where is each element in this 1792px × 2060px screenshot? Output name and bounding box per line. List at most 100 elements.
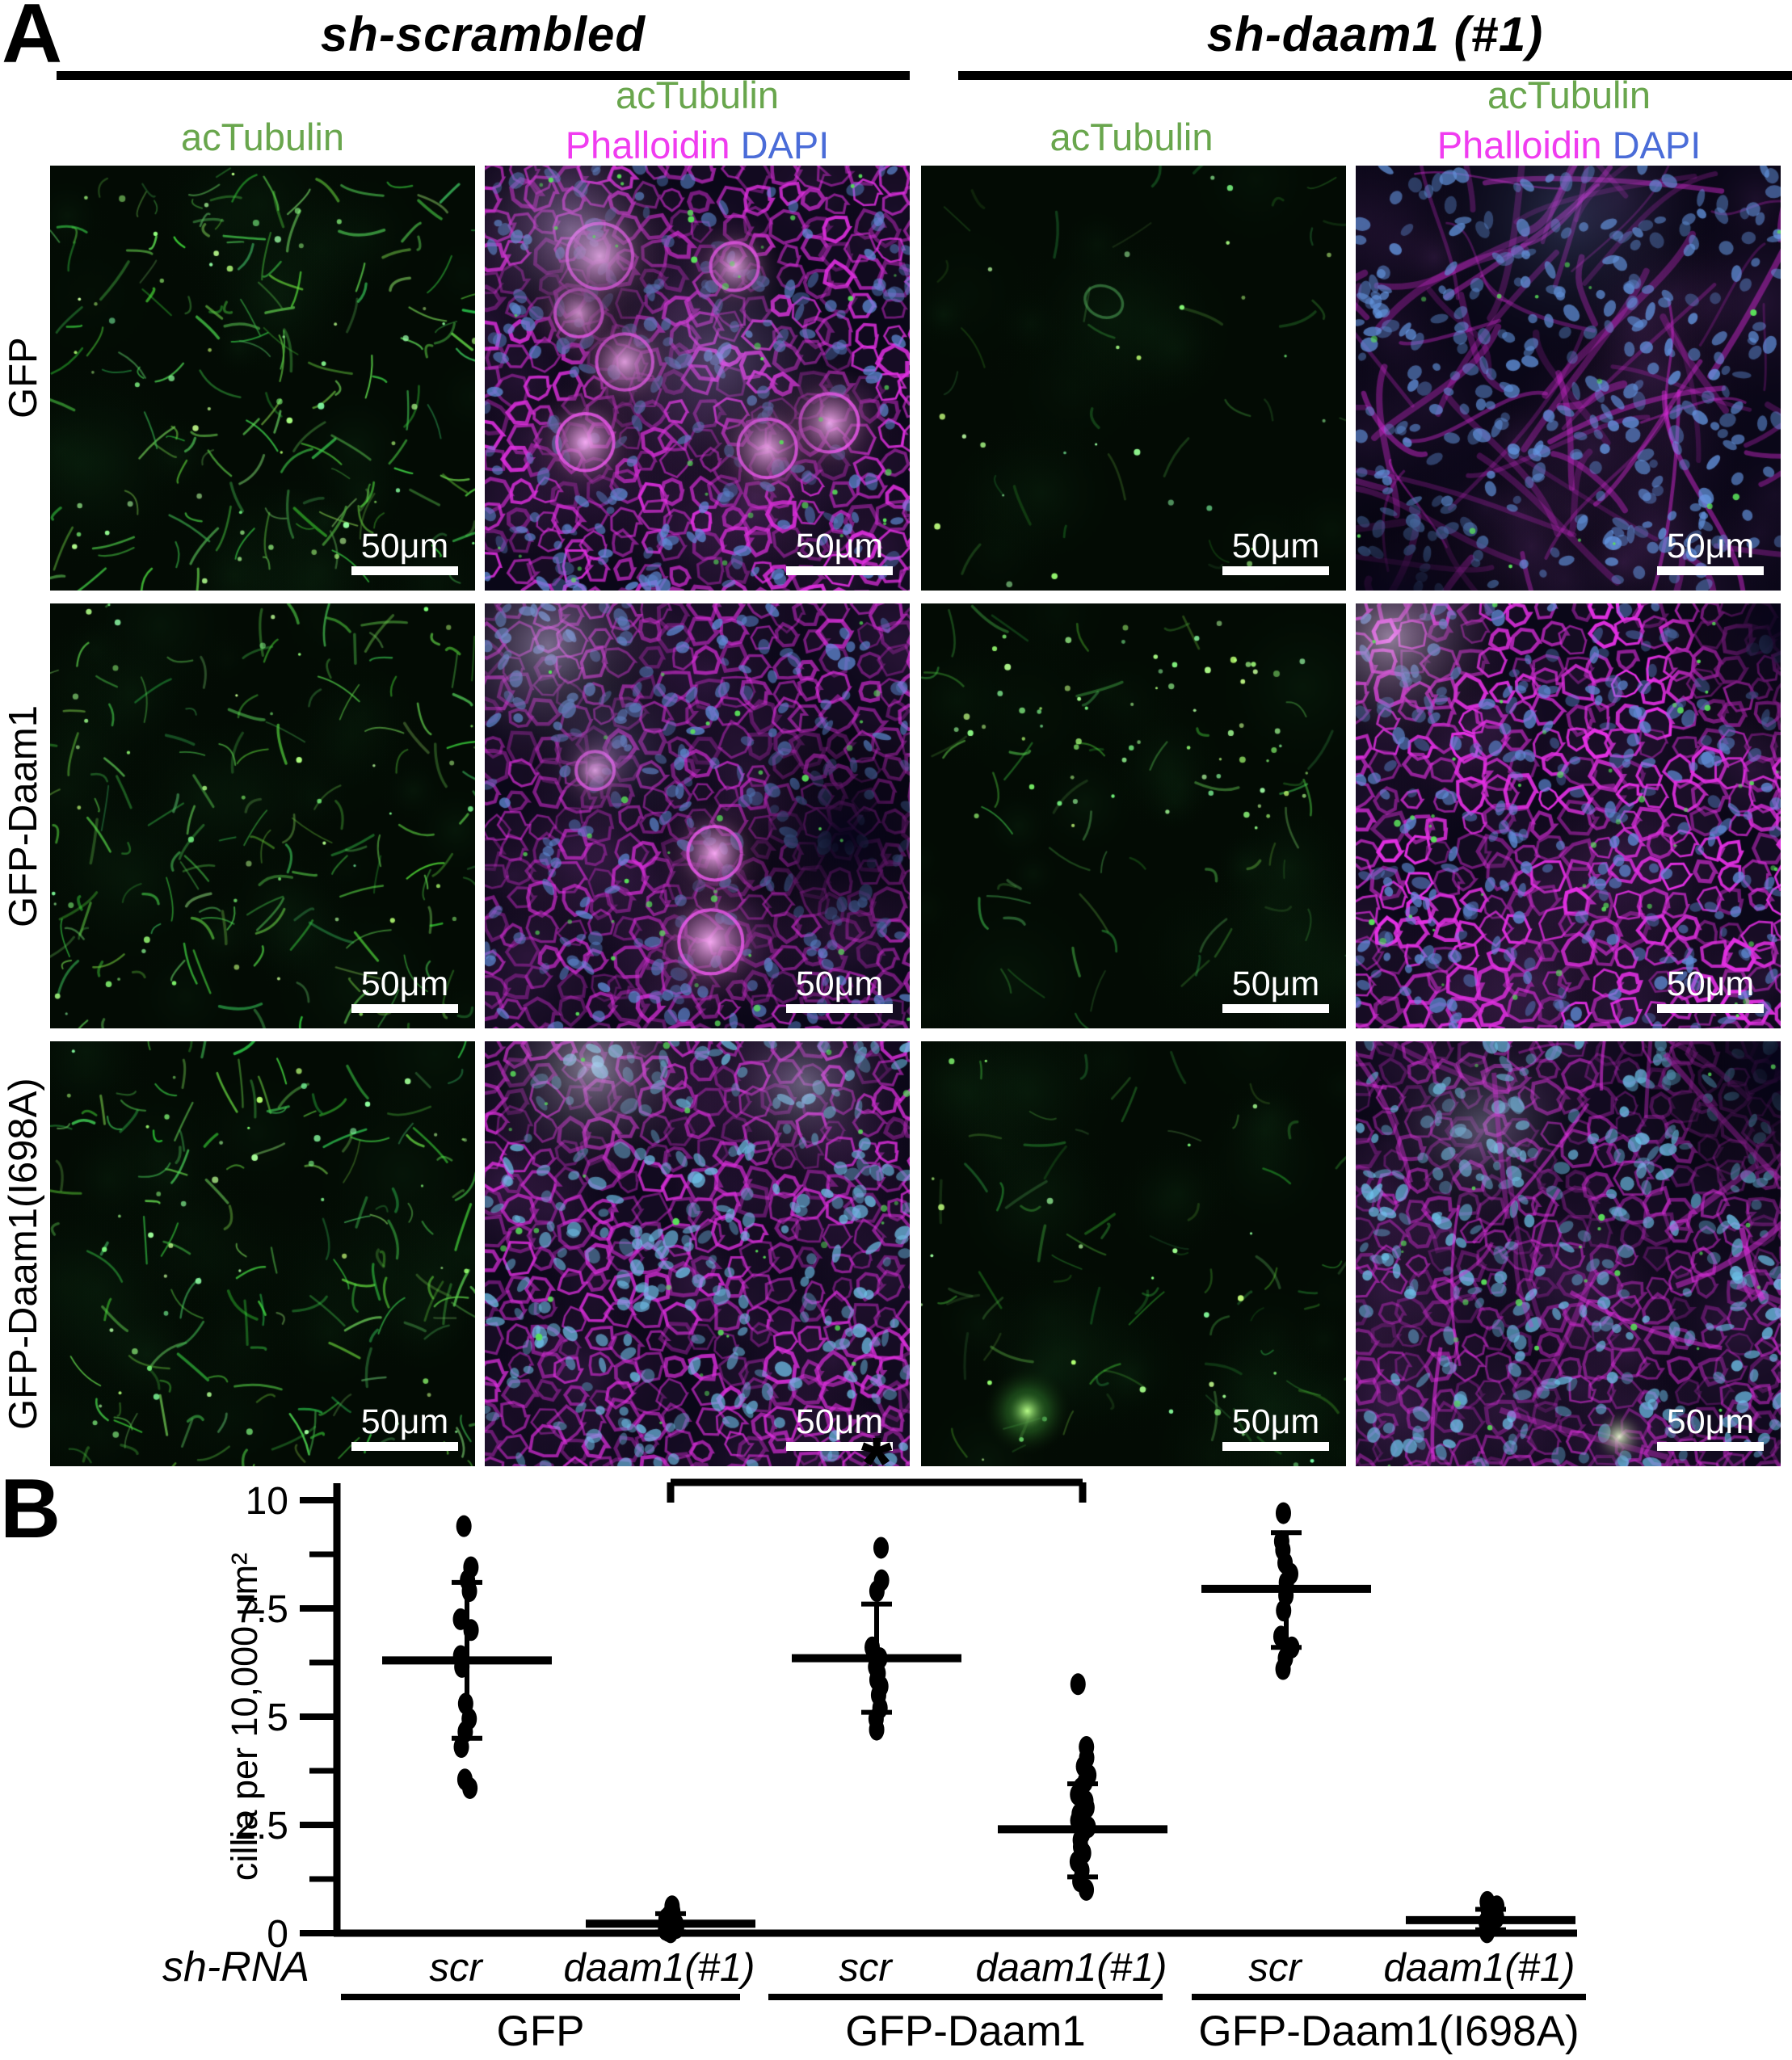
data-point bbox=[869, 1580, 885, 1603]
scale-bar-label: 50μm bbox=[1666, 1402, 1755, 1441]
scale-bar-line bbox=[351, 1004, 458, 1013]
data-point bbox=[1070, 1673, 1086, 1696]
micrograph-r2c3 bbox=[921, 603, 1346, 1028]
shrna-label: scr bbox=[839, 1946, 893, 1990]
data-point bbox=[463, 1619, 479, 1642]
micrograph-r1c4 bbox=[1356, 166, 1781, 591]
micrograph-r2c4 bbox=[1356, 603, 1781, 1028]
y-tick-label: 10 bbox=[246, 1480, 288, 1523]
scale-bar-line bbox=[1222, 1004, 1329, 1013]
scale-bar-line bbox=[1657, 566, 1764, 575]
micrograph-r1c2 bbox=[485, 166, 910, 591]
micrograph-r3c4 bbox=[1356, 1041, 1781, 1466]
data-point bbox=[456, 1515, 472, 1537]
channel-label-actubulin-col2: acTubulin bbox=[615, 74, 780, 116]
scale-bar-label: 50μm bbox=[1666, 965, 1755, 1003]
channel-label-dapi: DAPI bbox=[740, 124, 830, 166]
panel-b-plot: 0 2.5 5 7.5 10 cillia per 10,000 μm² * sh-RNA sc… bbox=[162, 1438, 1586, 2055]
channel-label-phalloidin: Phalloidin bbox=[565, 124, 730, 166]
scale-bar-label: 50μm bbox=[360, 527, 449, 565]
scale-bar: 50μm bbox=[1650, 967, 1771, 1013]
channel-label-merge-col4: Phalloidin DAPI bbox=[1356, 123, 1782, 168]
y-axis-title: cillia per 10,000 μm² bbox=[224, 1553, 265, 1881]
scale-bar-line bbox=[786, 566, 893, 575]
data-point bbox=[462, 1776, 478, 1799]
panel-a-label: A bbox=[2, 0, 63, 81]
header-underline-right bbox=[958, 71, 1792, 80]
y-tick-label: 5 bbox=[267, 1696, 288, 1739]
scale-bar: 50μm bbox=[344, 529, 465, 575]
scale-bar-line bbox=[351, 566, 458, 575]
scale-bar-label: 50μm bbox=[360, 965, 449, 1003]
data-point bbox=[1479, 1921, 1495, 1944]
scale-bar: 50μm bbox=[1650, 1405, 1771, 1451]
channel-label-phalloidin: Phalloidin bbox=[1437, 124, 1602, 166]
scale-bar: 50μm bbox=[344, 1405, 465, 1451]
scale-bar-label: 50μm bbox=[360, 1402, 449, 1441]
y-tick-label: 2.5 bbox=[234, 1805, 288, 1848]
shrna-label: daam1(#1) bbox=[1384, 1946, 1575, 1990]
scale-bar: 50μm bbox=[1650, 529, 1771, 575]
data-point bbox=[1276, 1600, 1292, 1622]
micrograph-r3c2 bbox=[485, 1041, 910, 1466]
shrna-label: scr bbox=[1248, 1946, 1302, 1990]
data-point bbox=[869, 1718, 885, 1741]
channel-label-actubulin-col4: acTubulin bbox=[1487, 74, 1651, 116]
channel-label-actubulin-col1: acTubulin bbox=[180, 116, 345, 158]
y-tick-label: 7.5 bbox=[234, 1588, 288, 1631]
data-point bbox=[452, 1608, 469, 1630]
data-point bbox=[1079, 1878, 1095, 1901]
header-underline-left bbox=[57, 71, 910, 80]
scale-bar-label: 50μm bbox=[1231, 1402, 1320, 1441]
scale-bar-label: 50μm bbox=[1231, 965, 1320, 1003]
y-tick-label: 0 bbox=[267, 1913, 288, 1956]
channel-label-merge-col2: Phalloidin DAPI bbox=[485, 123, 910, 168]
data-point bbox=[454, 1655, 470, 1678]
micrograph-r1c3 bbox=[921, 166, 1346, 591]
scale-bar-label: 50μm bbox=[795, 965, 884, 1003]
data-point bbox=[1275, 1502, 1291, 1524]
data-point bbox=[663, 1921, 679, 1944]
shrna-label: daam1(#1) bbox=[564, 1946, 755, 1990]
construct-label: GFP-Daam1(I698A) bbox=[1198, 2007, 1579, 2055]
scale-bar-label: 50μm bbox=[1231, 527, 1320, 565]
scale-bar: 50μm bbox=[1215, 967, 1336, 1013]
scale-bar-line bbox=[786, 1004, 893, 1013]
scale-bar-line bbox=[1222, 566, 1329, 575]
scale-bar-line bbox=[1222, 1442, 1329, 1451]
scale-bar: 50μm bbox=[344, 967, 465, 1013]
micrograph-r1c1 bbox=[50, 166, 475, 591]
scale-bar-line bbox=[351, 1442, 458, 1451]
panel-b-label: B bbox=[0, 1462, 61, 1556]
scale-bar-line bbox=[786, 1442, 893, 1451]
construct-label: GFP bbox=[497, 2007, 585, 2055]
scale-bar: 50μm bbox=[779, 1405, 900, 1451]
data-point bbox=[461, 1580, 477, 1603]
shrna-label: daam1(#1) bbox=[976, 1946, 1167, 1990]
data-point bbox=[873, 1537, 890, 1559]
micrograph-r2c1 bbox=[50, 603, 475, 1028]
scale-bar-label: 50μm bbox=[795, 527, 884, 565]
scale-bar: 50μm bbox=[1215, 529, 1336, 575]
channel-label-dapi: DAPI bbox=[1612, 124, 1702, 166]
row-label-gfp-daam1-i698a: GFP-Daam1(I698A) bbox=[2, 1078, 45, 1430]
x-axis-prefix-label: sh-RNA bbox=[162, 1944, 309, 1991]
construct-label: GFP-Daam1 bbox=[845, 2007, 1085, 2055]
row-label-gfp: GFP bbox=[2, 337, 45, 419]
scale-bar-label: 50μm bbox=[795, 1402, 884, 1441]
data-point bbox=[1275, 1658, 1291, 1680]
channel-label-actubulin-col3: acTubulin bbox=[1050, 116, 1214, 158]
scale-bar-line bbox=[1657, 1442, 1764, 1451]
micrograph-r3c1 bbox=[50, 1041, 475, 1466]
header-sh-scrambled: sh-scrambled bbox=[320, 7, 646, 61]
significance-asterisk: * bbox=[861, 1438, 893, 1509]
scale-bar: 50μm bbox=[1215, 1405, 1336, 1451]
shrna-label: scr bbox=[429, 1946, 483, 1990]
scale-bar-line bbox=[1657, 1004, 1764, 1013]
micrograph-r3c3 bbox=[921, 1041, 1346, 1466]
scale-bar: 50μm bbox=[779, 529, 900, 575]
micrograph-r2c2 bbox=[485, 603, 910, 1028]
data-point bbox=[1272, 1625, 1289, 1648]
data-point bbox=[453, 1736, 469, 1759]
